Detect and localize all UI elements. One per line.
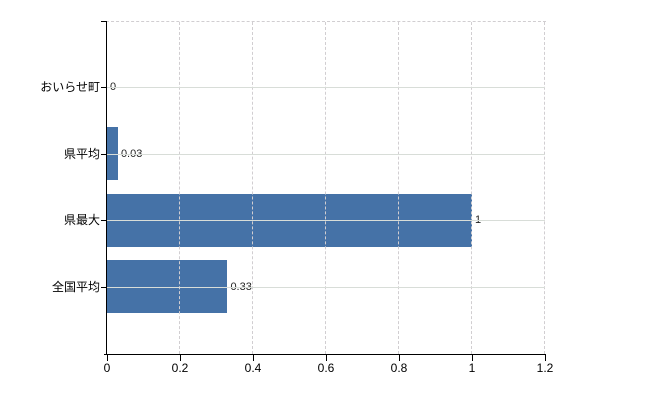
y-axis-category-label: 県最大 [63,213,100,227]
vertical-gridline [398,22,399,354]
y-axis-tick [101,153,107,155]
vertical-gridline [179,22,180,354]
x-axis-tick-label: 1 [468,361,476,375]
x-axis-tick [326,355,327,361]
x-axis-tick [545,355,546,361]
y-axis-tick [101,87,107,88]
x-axis-tick-label: 1.2 [536,361,554,375]
x-axis-tick-label: 0 [103,361,111,375]
horizontal-gridline [107,286,545,288]
y-axis-tick [101,286,107,288]
vertical-gridline [471,22,472,354]
x-axis-tick-label: 0.2 [171,361,189,375]
x-axis-tick-label: 0.6 [317,361,335,375]
vertical-gridline [252,22,253,354]
x-axis-tick [180,355,181,361]
x-axis-tick-label: 0.8 [390,361,408,375]
y-axis-line [106,21,107,355]
x-axis-tick [253,355,254,361]
x-axis-line [104,354,546,355]
y-axis-tick [101,220,107,221]
x-axis-tick [472,355,473,361]
y-axis-category-label: 県平均 [63,146,100,161]
horizontal-gridline [107,87,545,88]
horizontal-gridline [107,220,545,221]
horizontal-gridline [107,153,545,155]
x-axis-tick-label: 0.4 [244,361,262,375]
vertical-gridline [325,22,326,354]
y-axis-category-label: 全国平均 [51,279,100,294]
y-axis-tick [101,21,107,22]
x-axis-tick [107,355,108,361]
y-axis-category-label: おいらせ町 [40,80,100,94]
x-axis-tick [399,355,400,361]
plot-top-border [106,21,546,22]
vertical-gridline [544,22,545,354]
